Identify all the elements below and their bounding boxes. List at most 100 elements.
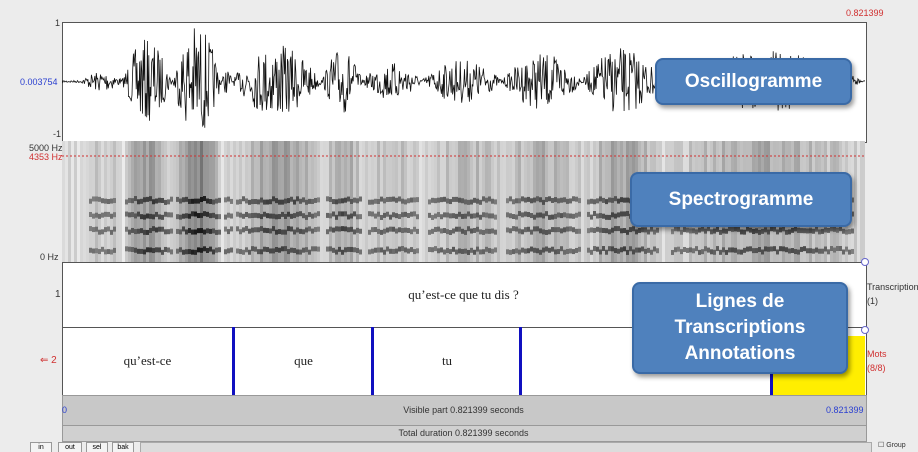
- formant: [110, 199, 113, 204]
- zoom-out-button[interactable]: out: [58, 442, 82, 452]
- formant: [368, 200, 371, 205]
- scrollbar[interactable]: [140, 442, 872, 452]
- formant: [125, 227, 128, 232]
- formant: [680, 230, 683, 235]
- formant: [398, 196, 401, 201]
- formant: [701, 249, 704, 254]
- spectro-column: [572, 141, 575, 262]
- formant: [194, 199, 197, 204]
- formant: [575, 197, 578, 202]
- formant: [758, 230, 761, 235]
- formant: [428, 199, 431, 204]
- formant: [458, 212, 461, 217]
- formant: [731, 227, 734, 232]
- formant: [242, 196, 245, 201]
- formant: [200, 197, 203, 202]
- formant: [614, 214, 617, 219]
- formant: [341, 211, 344, 216]
- formant: [134, 229, 137, 234]
- formant: [407, 228, 410, 233]
- formant: [410, 247, 413, 252]
- formant: [704, 246, 707, 251]
- formant: [125, 212, 128, 217]
- formant: [761, 229, 764, 234]
- formant: [569, 213, 572, 218]
- formant: [263, 200, 266, 205]
- formant: [395, 249, 398, 254]
- formant: [608, 198, 611, 203]
- formant: [455, 197, 458, 202]
- formant: [158, 227, 161, 232]
- formant: [590, 250, 593, 255]
- formant: [332, 248, 335, 253]
- formant: [113, 212, 116, 217]
- formant: [815, 248, 818, 253]
- formant: [602, 228, 605, 233]
- formant: [509, 228, 512, 233]
- formant: [101, 247, 104, 252]
- formant: [530, 198, 533, 203]
- formant: [785, 247, 788, 252]
- formant: [518, 250, 521, 255]
- formant: [236, 200, 239, 205]
- formant: [605, 228, 608, 233]
- formant: [524, 212, 527, 217]
- formant: [389, 215, 392, 220]
- formant: [134, 213, 137, 218]
- formant: [800, 247, 803, 252]
- formant: [563, 197, 566, 202]
- formant: [245, 198, 248, 203]
- formant: [845, 230, 848, 235]
- formant: [296, 249, 299, 254]
- formant: [356, 198, 359, 203]
- formant: [218, 198, 221, 203]
- formant: [851, 249, 854, 254]
- formant: [296, 196, 299, 201]
- formant: [110, 250, 113, 255]
- formant: [167, 229, 170, 234]
- formant: [203, 211, 206, 216]
- zoom-selection-button[interactable]: sel: [86, 442, 108, 452]
- spectro-column: [857, 141, 860, 262]
- formant: [707, 248, 710, 253]
- formant: [551, 247, 554, 252]
- formant: [791, 228, 794, 233]
- formant: [557, 249, 560, 254]
- formant: [680, 249, 683, 254]
- formant: [350, 247, 353, 252]
- formant: [638, 228, 641, 233]
- zoom-in-button[interactable]: in: [30, 442, 52, 452]
- formant: [275, 198, 278, 203]
- formant: [179, 215, 182, 220]
- formant: [170, 212, 173, 217]
- formant: [386, 197, 389, 202]
- zoom-back-button[interactable]: bak: [112, 442, 134, 452]
- formant: [491, 228, 494, 233]
- formant: [611, 212, 614, 217]
- formant: [461, 249, 464, 254]
- formant: [797, 228, 800, 233]
- formant: [347, 214, 350, 219]
- formant: [272, 214, 275, 219]
- formant: [326, 213, 329, 218]
- formant: [407, 249, 410, 254]
- formant: [761, 249, 764, 254]
- formant: [578, 229, 581, 234]
- formant: [485, 213, 488, 218]
- formant: [773, 227, 776, 232]
- formant: [275, 214, 278, 219]
- formant: [170, 249, 173, 254]
- formant: [527, 212, 530, 217]
- formant: [113, 248, 116, 253]
- formant: [377, 199, 380, 204]
- formant: [494, 199, 497, 204]
- formant: [455, 214, 458, 219]
- formant: [224, 249, 227, 254]
- formant: [452, 228, 455, 233]
- formant: [182, 197, 185, 202]
- formant: [230, 226, 233, 231]
- formant: [569, 248, 572, 253]
- tier-name: Transcription(1): [867, 280, 918, 308]
- formant: [224, 227, 227, 232]
- group-checkbox[interactable]: ☐ Group: [878, 441, 906, 449]
